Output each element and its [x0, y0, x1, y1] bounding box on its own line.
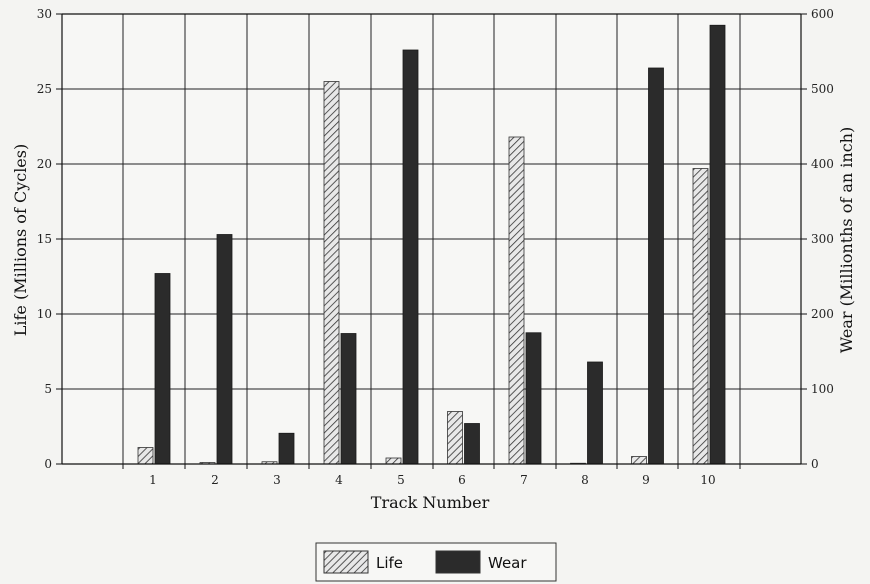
x-tick-label: 1 [149, 473, 157, 487]
bar-wear-track-1 [154, 273, 171, 465]
y-right-tick-label: 100 [811, 382, 834, 396]
y-left-tick-label: 25 [37, 82, 52, 96]
y-left-tick-label: 10 [37, 307, 52, 321]
x-tick-label: 9 [642, 473, 650, 487]
bar-life-track-6 [447, 411, 463, 465]
bar-wear-track-7 [525, 332, 542, 465]
x-axis-title: Track Number [371, 493, 490, 512]
bar-wear-track-10 [709, 24, 726, 465]
x-tick-label: 5 [397, 473, 405, 487]
bar-wear-track-4 [340, 333, 357, 465]
legend-label-life: Life [376, 554, 403, 572]
y-left-tick-label: 5 [44, 382, 52, 396]
bar-wear-track-2 [216, 234, 233, 465]
bar-wear-track-9 [648, 67, 664, 465]
y-right-tick-label: 200 [811, 307, 834, 321]
x-tick-label: 7 [520, 473, 528, 487]
bar-wear-track-6 [464, 423, 480, 465]
bar-wear-track-8 [587, 361, 603, 465]
y-right-tick-label: 400 [811, 157, 834, 171]
bar-wear-track-3 [278, 432, 295, 465]
legend-swatch-life [323, 550, 369, 574]
x-tick-label: 10 [700, 473, 715, 487]
bar-life-track-7 [508, 136, 525, 465]
bar-life-track-9 [631, 456, 647, 465]
y-right-tick-label: 600 [811, 7, 834, 21]
x-tick-label: 6 [458, 473, 466, 487]
y-right-tick-label: 300 [811, 232, 834, 246]
bar-life-track-4 [323, 81, 340, 465]
bar-life-track-5 [385, 457, 402, 465]
y-right-tick-label: 0 [811, 457, 819, 471]
legend-swatch-wear [435, 550, 481, 574]
y-left-tick-label: 20 [37, 157, 52, 171]
bar-life-track-1 [137, 447, 154, 465]
legend-label-wear: Wear [488, 554, 527, 572]
y-axis-left-title: Life (Millions of Cycles) [11, 144, 30, 336]
y-right-tick-label: 500 [811, 82, 834, 96]
y-left-tick-label: 30 [37, 7, 52, 21]
bar-life-track-10 [692, 168, 709, 465]
x-tick-label: 3 [273, 473, 281, 487]
x-tick-label: 4 [335, 473, 343, 487]
y-axis-right-title: Wear (Millionths of an inch) [837, 127, 856, 353]
y-left-tick-label: 15 [37, 232, 52, 246]
legend: Life Wear [315, 542, 557, 582]
x-tick-label: 8 [581, 473, 589, 487]
y-left-tick-label: 0 [44, 457, 52, 471]
x-tick-label: 2 [211, 473, 219, 487]
bar-wear-track-5 [402, 49, 419, 465]
